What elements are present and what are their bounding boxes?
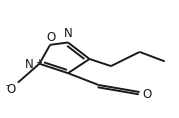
Text: +: + [35, 58, 42, 67]
Text: O: O [142, 88, 151, 101]
Text: -: - [5, 80, 9, 90]
Text: N: N [25, 58, 34, 71]
Text: N: N [64, 27, 72, 40]
Text: O: O [6, 83, 15, 96]
Text: O: O [46, 31, 56, 44]
